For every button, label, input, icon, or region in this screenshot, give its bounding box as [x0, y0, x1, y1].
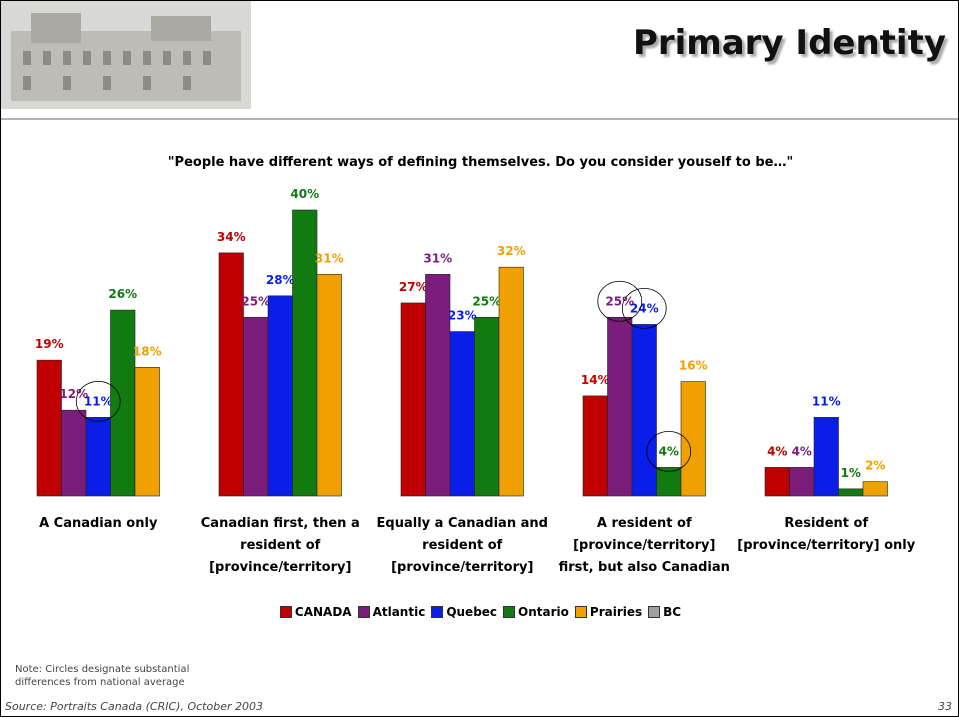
- value-label: 14%: [581, 373, 610, 387]
- bar: [37, 360, 62, 496]
- legend-item: Quebec: [431, 605, 497, 619]
- bar: [268, 296, 293, 496]
- legend: CANADA Atlantic Quebec Ontario Prairies BC: [1, 605, 959, 619]
- legend-item: Prairies: [575, 605, 642, 619]
- bar: [681, 382, 706, 496]
- value-label: 25%: [241, 294, 270, 308]
- page-number: 33: [938, 700, 952, 713]
- legend-item: CANADA: [280, 605, 352, 619]
- value-label: 26%: [108, 287, 137, 301]
- legend-swatch: [431, 606, 443, 618]
- value-label: 23%: [448, 309, 477, 323]
- legend-item: Ontario: [503, 605, 569, 619]
- chart-title: "People have different ways of defining …: [1, 155, 959, 170]
- legend-swatch: [503, 606, 515, 618]
- bar: [111, 310, 136, 496]
- value-label: 4%: [659, 444, 679, 458]
- legend-swatch: [575, 606, 587, 618]
- legend-item: BC: [648, 605, 681, 619]
- value-label: 1%: [841, 466, 861, 480]
- bar: [632, 324, 657, 496]
- value-label: 4%: [767, 444, 787, 458]
- slide: 19%34%27%14%4%12%25%31%25%4%11%28%23%24%…: [0, 0, 959, 717]
- bar: [499, 267, 524, 496]
- value-label: 34%: [217, 230, 246, 244]
- bar: [450, 332, 475, 496]
- value-label: 28%: [266, 273, 295, 287]
- value-label: 32%: [497, 244, 526, 258]
- value-label: 31%: [315, 251, 344, 265]
- x-tick-label: Equally a Canadian and resident of [prov…: [373, 513, 551, 579]
- bar: [62, 410, 87, 496]
- bar: [583, 396, 608, 496]
- bar: [426, 274, 451, 496]
- legend-item: Atlantic: [358, 605, 426, 619]
- bar: [475, 317, 500, 496]
- legend-swatch: [358, 606, 370, 618]
- bar: [839, 489, 864, 496]
- bar: [790, 467, 815, 496]
- bar: [765, 467, 790, 496]
- legend-swatch: [648, 606, 660, 618]
- value-label: 24%: [630, 301, 659, 315]
- legend-label: Atlantic: [373, 605, 426, 619]
- bar: [814, 417, 839, 496]
- bar: [86, 417, 111, 496]
- legend-label: BC: [663, 605, 681, 619]
- note: Note: Circles designate substantial diff…: [15, 663, 245, 689]
- legend-swatch: [280, 606, 292, 618]
- bar: [863, 482, 888, 496]
- x-tick-label: A Canadian only: [9, 513, 187, 535]
- bar: [244, 317, 269, 496]
- value-label: 31%: [423, 251, 452, 265]
- bar: [608, 317, 633, 496]
- value-label: 11%: [84, 394, 113, 408]
- legend-label: CANADA: [295, 605, 352, 619]
- legend-label: Quebec: [446, 605, 497, 619]
- bar: [219, 253, 244, 496]
- x-tick-label: A resident of [province/territory] first…: [555, 513, 733, 579]
- value-label: 40%: [290, 187, 319, 201]
- value-label: 25%: [472, 294, 501, 308]
- legend-label: Prairies: [590, 605, 642, 619]
- bar: [317, 274, 342, 496]
- value-label: 2%: [865, 459, 885, 473]
- slide-title: Primary Identity: [633, 23, 946, 63]
- value-label: 4%: [792, 444, 812, 458]
- header-image: [1, 1, 251, 109]
- bar: [135, 367, 160, 496]
- bar: [293, 210, 318, 496]
- source: Source: Portraits Canada (CRIC), October…: [5, 700, 263, 713]
- legend-label: Ontario: [518, 605, 569, 619]
- value-label: 19%: [35, 337, 64, 351]
- value-label: 27%: [399, 280, 428, 294]
- value-label: 11%: [812, 394, 841, 408]
- x-tick-label: Resident of [province/territory] only: [737, 513, 915, 557]
- value-label: 16%: [679, 359, 708, 373]
- value-label: 18%: [133, 344, 162, 358]
- bar: [401, 303, 426, 496]
- x-tick-label: Canadian first, then a resident of [prov…: [191, 513, 369, 579]
